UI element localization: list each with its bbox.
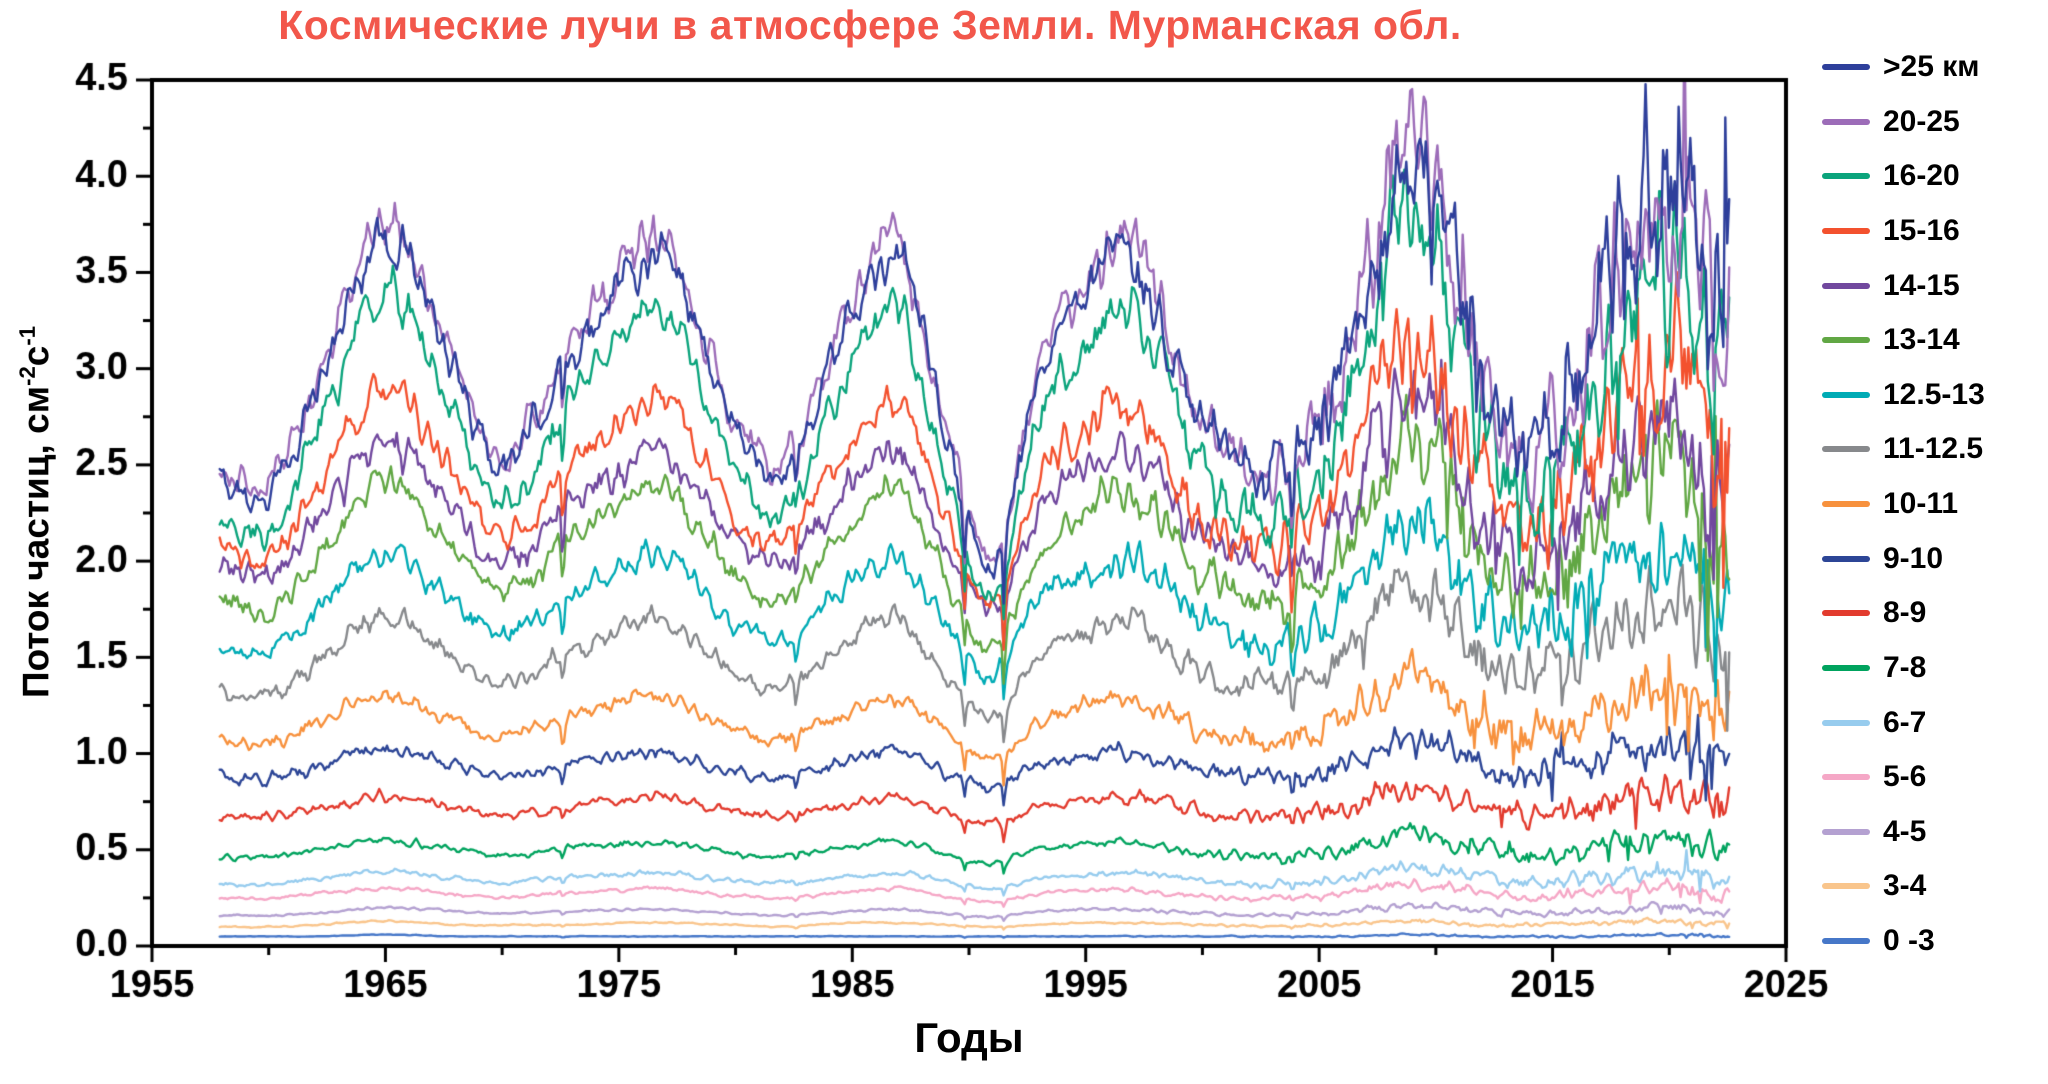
legend-line-swatch <box>1822 446 1870 453</box>
legend-item-label: 14-15 <box>1883 268 1960 302</box>
legend-item: 13-14 <box>1822 323 2040 357</box>
legend-item-label: 8-9 <box>1883 596 1927 630</box>
x-axis-label: Годы <box>914 1014 1024 1061</box>
legend-item: 7-8 <box>1822 651 2040 685</box>
legend-line-swatch <box>1822 555 1870 562</box>
legend-item-label: 3-4 <box>1883 869 1927 903</box>
legend-line-swatch <box>1822 173 1870 180</box>
legend-line-swatch <box>1822 610 1870 617</box>
legend-line-swatch <box>1822 64 1870 70</box>
legend-item-label: 10-11 <box>1883 487 1959 520</box>
legend-item: 15-16 <box>1822 214 2040 248</box>
legend-item-label: 12.5-13 <box>1883 377 1985 411</box>
legend-item: 8-9 <box>1822 596 2040 630</box>
legend-item: 5-6 <box>1822 760 2040 794</box>
legend-item-label: 16-20 <box>1883 159 1960 193</box>
legend-item-label: 0 -3 <box>1883 924 1935 957</box>
legend-item: 6-7 <box>1822 706 2040 740</box>
legend-item-label: 20-25 <box>1883 104 1960 138</box>
legend-item: 0 -3 <box>1822 924 2040 958</box>
legend-line-swatch <box>1822 828 1870 835</box>
legend-item: 16-20 <box>1822 159 2040 193</box>
legend-item-label: 15-16 <box>1883 213 1960 247</box>
legend-item: 10-11 <box>1822 487 2040 521</box>
legend-line-swatch <box>1822 938 1870 944</box>
legend-line-swatch <box>1822 883 1870 890</box>
legend-line-swatch <box>1822 227 1870 234</box>
legend-line-swatch <box>1822 501 1870 507</box>
legend-item: 9-10 <box>1822 542 2040 576</box>
chart-title: Космические лучи в атмосфере Земли. Мурм… <box>278 2 1462 48</box>
legend-item: 4-5 <box>1822 815 2040 849</box>
legend-item: 20-25 <box>1822 105 2040 139</box>
legend-item: 3-4 <box>1822 869 2040 903</box>
y-axis-label-unit-s: с <box>15 345 57 367</box>
legend-line-swatch <box>1822 118 1870 125</box>
legend-item: 11-12.5 <box>1822 432 2040 466</box>
legend-item: 12.5-13 <box>1822 378 2040 412</box>
legend-item-label: 7-8 <box>1883 650 1927 684</box>
y-axis-label-sup-1: -1 <box>14 325 40 346</box>
legend-item-label: 4-5 <box>1883 814 1927 848</box>
y-axis-label-sup-2: -2 <box>14 366 40 386</box>
y-axis-label-text: Поток частиц, см <box>15 385 57 699</box>
legend-item-label: 9-10 <box>1883 541 1944 575</box>
legend-line-swatch <box>1822 282 1870 289</box>
legend-item-label: 13-14 <box>1883 323 1960 357</box>
legend-line-swatch <box>1822 719 1870 726</box>
legend-item-label: 11-12.5 <box>1883 432 1984 466</box>
legend-line-swatch <box>1822 774 1870 781</box>
legend-item-label: 5-6 <box>1883 760 1927 794</box>
legend-item-label: >25 км <box>1883 50 1980 83</box>
legend-line-swatch <box>1822 664 1870 671</box>
legend-item: >25 км <box>1822 50 2040 84</box>
legend-line-swatch <box>1822 337 1870 344</box>
legend-item: 14-15 <box>1822 269 2040 303</box>
y-axis-label: Поток частиц, см-2с-1 <box>15 326 57 698</box>
legend-item-label: 6-7 <box>1883 705 1927 739</box>
legend-line-swatch <box>1822 391 1870 398</box>
legend: >25 км 20-25 16-20 15-16 14-15 13-14 12.5-13 11… <box>1822 50 2040 958</box>
